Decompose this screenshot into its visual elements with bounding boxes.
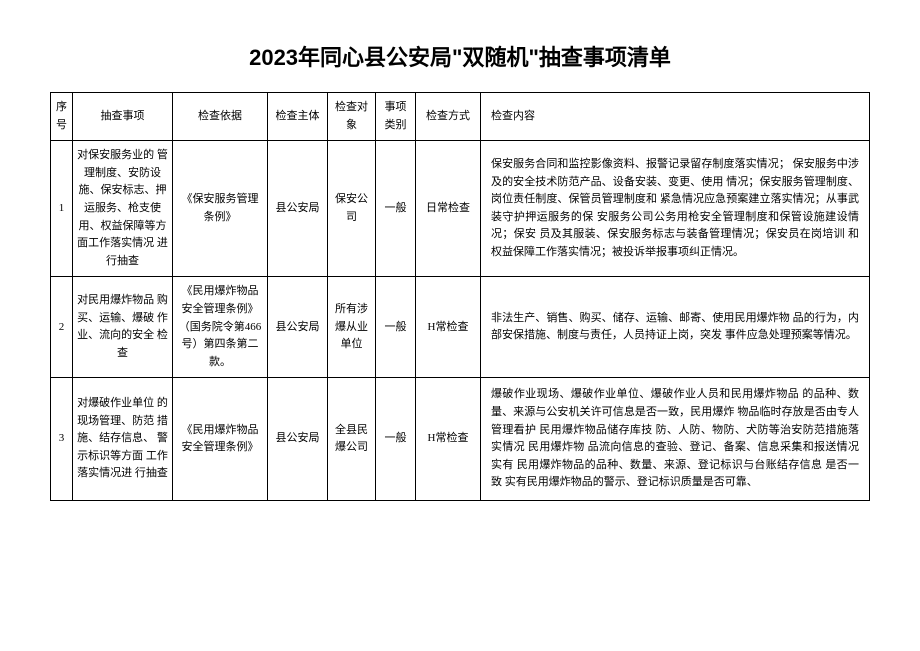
- cell-content: 爆破作业现场、爆破作业单位、爆破作业人员和民用爆炸物品 的品种、数量、来源与公安…: [481, 378, 870, 501]
- cell-object: 保安公司: [328, 141, 376, 277]
- cell-object: 全县民爆公司: [328, 378, 376, 501]
- cell-category: 一般: [376, 277, 416, 378]
- header-subject: 检查主体: [268, 93, 328, 141]
- cell-category: 一般: [376, 141, 416, 277]
- cell-seq: 2: [51, 277, 73, 378]
- cell-seq: 1: [51, 141, 73, 277]
- cell-item: 对保安服务业的 管理制度、安防设施、保安标志、押运服务、枪支使用、权益保障等方面…: [73, 141, 173, 277]
- cell-basis: 《民用爆炸物品 安全管理条例》 （国务院令第466 号）第四条第二 款。: [173, 277, 268, 378]
- table-row: 3 对爆破作业单位 的现场管理、防范 措施、结存信息、 警示标识等方面 工作落实…: [51, 378, 870, 501]
- cell-category: 一般: [376, 378, 416, 501]
- cell-method: 日常检查: [416, 141, 481, 277]
- cell-method: H常检查: [416, 378, 481, 501]
- cell-subject: 县公安局: [268, 141, 328, 277]
- cell-item: 对爆破作业单位 的现场管理、防范 措施、结存信息、 警示标识等方面 工作落实情况…: [73, 378, 173, 501]
- table-header-row: 序号 抽查事项 检查依据 检查主体 检查对象 事项类别 检查方式 检查内容: [51, 93, 870, 141]
- cell-item: 对民用爆炸物品 购买、运输、爆破 作业、流向的安全 检查: [73, 277, 173, 378]
- header-basis: 检查依据: [173, 93, 268, 141]
- header-seq: 序号: [51, 93, 73, 141]
- cell-subject: 县公安局: [268, 277, 328, 378]
- cell-method: H常检查: [416, 277, 481, 378]
- cell-seq: 3: [51, 378, 73, 501]
- inspection-table: 序号 抽查事项 检查依据 检查主体 检查对象 事项类别 检查方式 检查内容 1 …: [50, 92, 870, 501]
- header-method: 检查方式: [416, 93, 481, 141]
- cell-content: 非法生产、销售、购买、储存、运输、邮寄、使用民用爆炸物 品的行为，内部安保措施、…: [481, 277, 870, 378]
- table-row: 2 对民用爆炸物品 购买、运输、爆破 作业、流向的安全 检查 《民用爆炸物品 安…: [51, 277, 870, 378]
- page-title: 2023年同心县公安局"双随机"抽查事项清单: [50, 40, 870, 72]
- cell-subject: 县公安局: [268, 378, 328, 501]
- cell-basis: 《保安服务管理 条例》: [173, 141, 268, 277]
- header-category: 事项类别: [376, 93, 416, 141]
- cell-content: 保安服务合同和监控影像资料、报警记录留存制度落实情况； 保安服务中涉及的安全技术…: [481, 141, 870, 277]
- header-item: 抽查事项: [73, 93, 173, 141]
- header-content: 检查内容: [481, 93, 870, 141]
- header-object: 检查对象: [328, 93, 376, 141]
- cell-object: 所有涉爆从业单位: [328, 277, 376, 378]
- table-row: 1 对保安服务业的 管理制度、安防设施、保安标志、押运服务、枪支使用、权益保障等…: [51, 141, 870, 277]
- cell-basis: 《民用爆炸物品安全管理条例》: [173, 378, 268, 501]
